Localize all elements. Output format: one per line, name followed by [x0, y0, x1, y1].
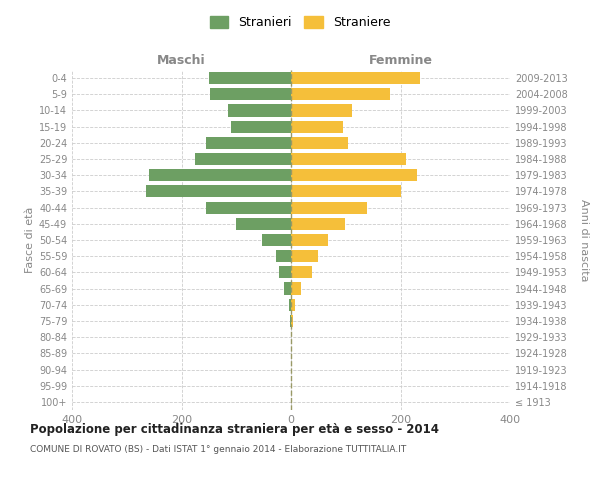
Text: Femmine: Femmine — [368, 54, 433, 67]
Bar — [291, 202, 367, 213]
Text: COMUNE DI ROVATO (BS) - Dati ISTAT 1° gennaio 2014 - Elaborazione TUTTITALIA.IT: COMUNE DI ROVATO (BS) - Dati ISTAT 1° ge… — [30, 445, 406, 454]
Bar — [146, 186, 291, 198]
Bar — [284, 282, 291, 294]
Bar — [149, 169, 291, 181]
Bar — [276, 250, 291, 262]
Bar — [291, 315, 293, 327]
Bar — [291, 298, 295, 311]
Bar — [209, 72, 291, 84]
Bar — [206, 202, 291, 213]
Bar — [206, 137, 291, 149]
Bar — [291, 186, 401, 198]
Bar — [291, 250, 319, 262]
Bar — [291, 72, 419, 84]
Bar — [262, 234, 291, 246]
Text: Popolazione per cittadinanza straniera per età e sesso - 2014: Popolazione per cittadinanza straniera p… — [30, 422, 439, 436]
Bar — [291, 266, 312, 278]
Bar — [291, 137, 349, 149]
Bar — [291, 234, 328, 246]
Y-axis label: Fasce di età: Fasce di età — [25, 207, 35, 273]
Bar — [291, 120, 343, 132]
Bar — [291, 88, 389, 101]
Text: Maschi: Maschi — [157, 54, 206, 67]
Bar — [210, 88, 291, 101]
Legend: Stranieri, Straniere: Stranieri, Straniere — [205, 11, 395, 34]
Bar — [279, 266, 291, 278]
Bar — [291, 218, 344, 230]
Bar — [291, 169, 417, 181]
Y-axis label: Anni di nascita: Anni di nascita — [579, 198, 589, 281]
Bar — [289, 298, 291, 311]
Bar — [291, 282, 301, 294]
Bar — [236, 218, 291, 230]
Bar — [195, 153, 291, 165]
Bar — [228, 104, 291, 117]
Bar — [291, 153, 406, 165]
Bar — [231, 120, 291, 132]
Bar — [291, 104, 352, 117]
Bar — [290, 315, 291, 327]
